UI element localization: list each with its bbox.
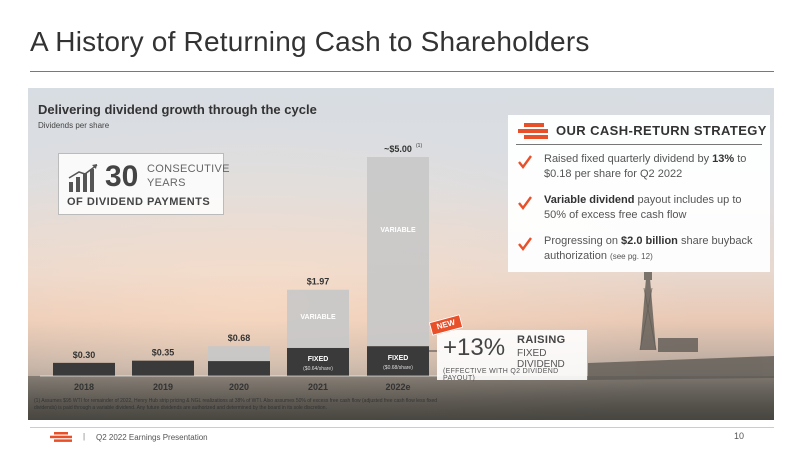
chart-title: Delivering dividend growth through the c… bbox=[38, 102, 317, 117]
data-label: $1.97 bbox=[307, 277, 330, 287]
strategy-item-2: Variable dividend payout includes up to … bbox=[544, 193, 762, 223]
checkmark-icon bbox=[518, 155, 532, 169]
raise-line1: RAISING bbox=[517, 334, 566, 346]
strategy-item-1-text-end: to $0.18 per share for Q2 2022 bbox=[544, 153, 747, 180]
variable-label: VARIABLE bbox=[300, 314, 336, 321]
data-label: $0.30 bbox=[73, 350, 96, 360]
fixed-sublabel: ($0.64/share) bbox=[303, 366, 333, 372]
strategy-item-3-bold: $2.0 billion bbox=[621, 235, 678, 247]
checkmark-icon bbox=[518, 196, 532, 210]
bar-chart-growth-icon bbox=[68, 164, 98, 192]
years-number: 30 bbox=[105, 160, 139, 193]
years-box: 30 CONSECUTIVE YEARS OF DIVIDEND PAYMENT… bbox=[58, 153, 229, 215]
page-number: 10 bbox=[734, 431, 745, 441]
data-label: $0.68 bbox=[228, 333, 251, 343]
data-label: ~$5.00 bbox=[384, 144, 412, 154]
bar-fixed bbox=[287, 347, 349, 376]
strategy-item-1: Raised fixed quarterly dividend by 13% t… bbox=[544, 152, 762, 182]
footer-rule bbox=[30, 427, 774, 428]
x-tick-label: 2021 bbox=[308, 382, 328, 392]
strategy-title: OUR CASH-RETURN STRATEGY bbox=[556, 123, 767, 138]
footnote: (1) Assumes $95 WTI for remainder of 202… bbox=[34, 398, 438, 411]
bar-variable bbox=[367, 157, 429, 347]
footer-logo-icon bbox=[50, 432, 72, 442]
strategy-rule bbox=[516, 144, 762, 145]
checkmark-icon bbox=[518, 237, 532, 251]
ground bbox=[28, 376, 774, 420]
x-tick-label: 2022e bbox=[385, 382, 410, 392]
strategy-item-3-text-end: share buyback authorization bbox=[544, 235, 753, 262]
strategy-item-1-text: Raised fixed quarterly dividend by bbox=[544, 153, 713, 165]
bar-fixed bbox=[53, 362, 115, 376]
raising-callout: +13% RAISING FIXED DIVIDEND (EFFECTIVE W… bbox=[437, 330, 587, 382]
fixed-label: FIXED bbox=[388, 355, 409, 362]
bar-fixed bbox=[367, 346, 429, 376]
logo-stripes-icon bbox=[518, 123, 548, 139]
footer-text: Q2 2022 Earnings Presentation bbox=[96, 433, 208, 442]
chart-subtitle: Dividends per share bbox=[38, 121, 110, 130]
years-subtitle: OF DIVIDEND PAYMENTS bbox=[67, 196, 211, 208]
raise-percent: +13% bbox=[443, 334, 506, 361]
raise-line3: (EFFECTIVE WITH Q2 DIVIDEND PAYOUT) bbox=[443, 368, 559, 382]
raise-line2: FIXED DIVIDEND bbox=[517, 348, 565, 370]
bar-fixed bbox=[208, 361, 270, 376]
strategy-item-2-bold: Variable dividend bbox=[544, 194, 635, 206]
bar-variable bbox=[208, 346, 270, 362]
bar-variable bbox=[287, 289, 349, 348]
strategy-item-3: Progressing on $2.0 billion share buybac… bbox=[544, 234, 762, 264]
years-label-line1: CONSECUTIVE bbox=[147, 163, 230, 175]
strategy-item-1-bold: 13% bbox=[712, 153, 735, 165]
footer-separator: | bbox=[83, 432, 86, 441]
x-tick-label: 2019 bbox=[153, 382, 173, 392]
years-label-line2: YEARS bbox=[147, 177, 186, 189]
footnote-marker: (1) bbox=[416, 143, 422, 149]
variable-label: VARIABLE bbox=[380, 227, 416, 234]
title-rule bbox=[30, 71, 774, 72]
fixed-sublabel: ($0.68/share) bbox=[383, 365, 413, 371]
page-title: A History of Returning Cash to Sharehold… bbox=[30, 26, 590, 57]
x-tick-label: 2020 bbox=[229, 382, 249, 392]
x-tick-label: 2018 bbox=[74, 382, 94, 392]
drilling-rig-silhouette bbox=[588, 272, 774, 380]
data-label: $0.35 bbox=[152, 348, 175, 358]
strategy-item-2-text-end: payout includes up to 50% of excess free… bbox=[544, 194, 742, 221]
strategy-panel: OUR CASH-RETURN STRATEGY Raised fixed qu… bbox=[508, 115, 770, 272]
bar-fixed bbox=[132, 360, 194, 376]
fixed-label: FIXED bbox=[308, 356, 329, 363]
strategy-item-3-text: Progressing on bbox=[544, 235, 622, 247]
strategy-item-3-note: (see pg. 12) bbox=[610, 252, 653, 261]
